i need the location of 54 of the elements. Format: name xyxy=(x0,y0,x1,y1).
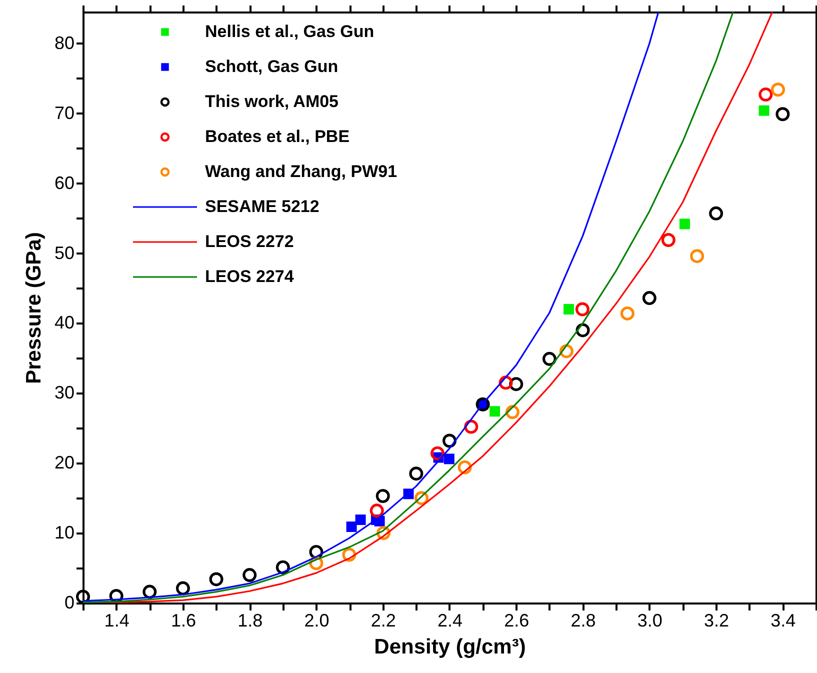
point xyxy=(505,405,520,420)
point xyxy=(758,105,770,116)
y-tick-label: 60 xyxy=(54,172,74,193)
point xyxy=(776,107,790,122)
point xyxy=(209,572,224,586)
point xyxy=(575,302,590,316)
x-tick-label: 1.8 xyxy=(238,610,263,630)
point xyxy=(758,88,773,102)
point xyxy=(346,522,357,532)
point xyxy=(690,249,704,264)
legend-label: SESAME 5212 xyxy=(205,197,320,216)
point xyxy=(444,454,454,464)
point xyxy=(709,206,724,220)
point xyxy=(679,218,690,230)
point xyxy=(490,406,500,417)
legend-label: Nellis et al., Gas Gun xyxy=(205,22,374,41)
x-tick-label: 2.6 xyxy=(504,610,530,630)
y-tick-label: 50 xyxy=(54,242,74,263)
y-axis-title: Pressure (GPa) xyxy=(22,232,46,384)
point xyxy=(176,581,190,596)
x-axis-title: Density (g/cm³) xyxy=(374,636,526,658)
legend-label: LEOS 2272 xyxy=(205,232,294,251)
x-tick-label: 3.4 xyxy=(770,610,796,630)
point xyxy=(355,514,366,526)
point xyxy=(242,568,257,582)
y-tick-label: 10 xyxy=(54,522,74,543)
x-tick-label: 3.0 xyxy=(637,610,662,630)
x-tick-label: 3.2 xyxy=(704,610,730,630)
legend-label: Boates et al., PBE xyxy=(205,127,350,146)
point xyxy=(370,504,384,518)
legend-label: Schott, Gas Gun xyxy=(205,57,338,76)
point xyxy=(376,489,390,503)
point xyxy=(414,491,429,506)
legend-label: Wang and Zhang, PW91 xyxy=(205,162,398,181)
x-tick-label: 2.8 xyxy=(570,610,596,630)
y-tick-label: 30 xyxy=(54,382,74,403)
point xyxy=(771,82,786,97)
x-tick-label: 2.0 xyxy=(304,610,330,630)
x-tick-label: 1.6 xyxy=(170,610,196,630)
x-tick-label: 1.4 xyxy=(104,610,130,630)
legend-label: This work, AM05 xyxy=(205,92,339,111)
x-tick-label: 2.4 xyxy=(437,610,463,630)
point xyxy=(642,291,656,306)
point xyxy=(564,304,574,314)
point xyxy=(661,233,676,247)
y-tick-label: 40 xyxy=(54,312,74,333)
x-tick-label: 2.2 xyxy=(370,610,396,630)
y-tick-label: 80 xyxy=(54,32,74,53)
y-tick-label: 20 xyxy=(54,452,74,473)
y-tick-label: 70 xyxy=(54,102,74,123)
legend-label: LEOS 2274 xyxy=(205,267,294,286)
y-tick-label: 0 xyxy=(64,592,74,612)
point xyxy=(620,306,634,320)
point xyxy=(409,466,424,481)
